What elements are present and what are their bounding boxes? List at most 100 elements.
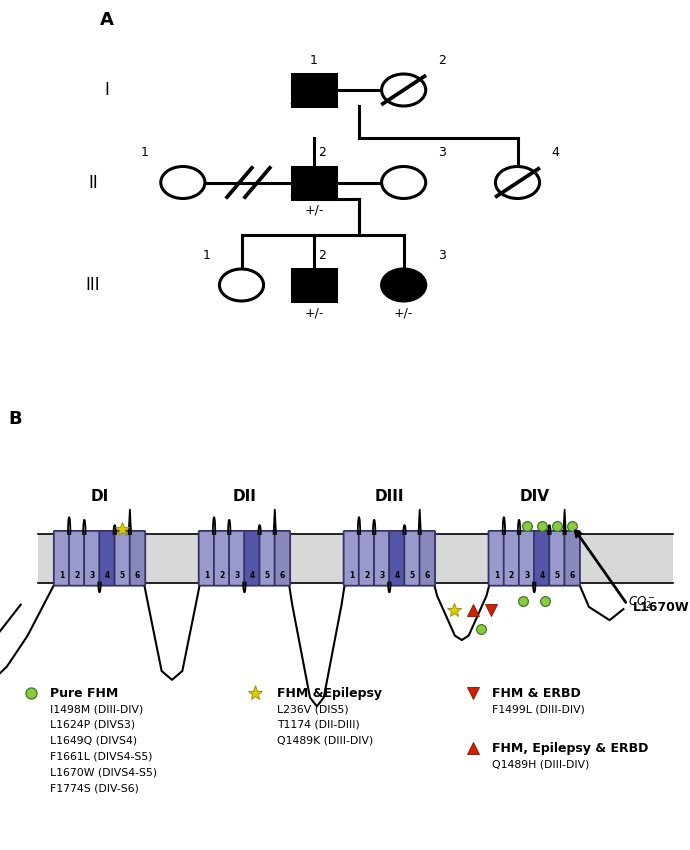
FancyBboxPatch shape [244,531,260,586]
Text: 4: 4 [104,571,110,581]
Text: +/-: +/- [304,306,324,319]
FancyBboxPatch shape [275,531,290,586]
Text: 6: 6 [424,571,430,581]
Text: 2: 2 [318,249,326,262]
FancyBboxPatch shape [54,531,70,586]
Text: T1174 (DII-DIII): T1174 (DII-DIII) [277,720,360,730]
Text: 3: 3 [379,571,384,581]
Circle shape [161,167,205,199]
FancyBboxPatch shape [420,531,435,586]
Text: 4: 4 [249,571,255,581]
Text: L1624P (DIVS3): L1624P (DIVS3) [50,720,135,730]
Text: 1: 1 [59,571,64,581]
Text: I1498M (DIII-DIV): I1498M (DIII-DIV) [50,704,144,714]
FancyBboxPatch shape [259,531,275,586]
Text: $CO_2^-$: $CO_2^-$ [628,594,656,611]
Text: 1: 1 [493,571,499,581]
FancyBboxPatch shape [130,531,146,586]
Text: 3: 3 [437,146,446,160]
Bar [245,534,274,582]
FancyBboxPatch shape [374,531,390,586]
Text: 4: 4 [394,571,400,581]
Text: 5: 5 [410,571,415,581]
Text: L236V (DIS5): L236V (DIS5) [277,704,349,714]
FancyBboxPatch shape [534,531,550,586]
Bar [292,74,336,106]
FancyBboxPatch shape [404,531,420,586]
Text: 5: 5 [265,571,270,581]
Bar [292,269,336,301]
Text: 2: 2 [318,146,326,160]
Text: 2: 2 [509,571,514,581]
Text: DIII: DIII [375,489,404,504]
Text: 1: 1 [203,249,211,262]
FancyBboxPatch shape [69,531,85,586]
Text: DIV: DIV [520,489,549,504]
Text: 2: 2 [74,571,79,581]
Text: 1: 1 [348,571,354,581]
Circle shape [382,74,426,106]
Text: FHM, Epilepsy & ERBD: FHM, Epilepsy & ERBD [492,742,649,755]
Text: 1: 1 [204,571,209,581]
Text: +/-: +/- [304,203,324,217]
Text: 1: 1 [141,146,149,160]
Text: Q1489K (DIII-DIV): Q1489K (DIII-DIV) [277,736,373,745]
Text: L1670W: L1670W [633,601,689,615]
Text: +/-: +/- [394,306,413,319]
Text: 4: 4 [539,571,544,581]
FancyBboxPatch shape [359,531,374,586]
Text: F1499L (DIII-DIV): F1499L (DIII-DIV) [492,704,585,714]
Text: A: A [100,11,114,29]
Text: 5: 5 [120,571,125,581]
Text: I: I [104,81,110,99]
Text: 4: 4 [551,146,560,160]
Text: 3: 3 [234,571,239,581]
Circle shape [382,269,426,301]
Text: 6: 6 [569,571,575,581]
Text: 3: 3 [89,571,95,581]
Text: 2: 2 [437,54,446,67]
Text: III: III [86,276,101,294]
FancyBboxPatch shape [549,531,564,586]
Text: L1649Q (DIVS4): L1649Q (DIVS4) [50,736,137,745]
Text: Pure FHM: Pure FHM [50,687,119,700]
Text: F1661L (DIVS4-S5): F1661L (DIVS4-S5) [50,751,153,762]
FancyBboxPatch shape [214,531,229,586]
Text: 3: 3 [437,249,446,262]
Text: 2: 2 [364,571,369,581]
Text: FHM &Epilepsy: FHM &Epilepsy [277,687,382,700]
Text: 3: 3 [524,571,529,581]
Circle shape [219,269,264,301]
Bar [100,534,130,582]
Text: II: II [88,173,98,191]
Text: DII: DII [233,489,257,504]
Bar [535,534,564,582]
FancyBboxPatch shape [115,531,130,586]
FancyBboxPatch shape [389,531,404,586]
FancyBboxPatch shape [489,531,504,586]
FancyBboxPatch shape [504,531,519,586]
Bar [390,534,420,582]
Text: 2: 2 [219,571,224,581]
FancyBboxPatch shape [99,531,115,586]
Circle shape [495,167,540,199]
Bar [38,534,673,582]
FancyBboxPatch shape [564,531,580,586]
Bar [292,167,336,199]
Text: F1774S (DIV-S6): F1774S (DIV-S6) [50,784,139,794]
FancyBboxPatch shape [519,531,534,586]
FancyBboxPatch shape [229,531,244,586]
Text: 6: 6 [135,571,140,581]
Text: DI: DI [90,489,108,504]
FancyBboxPatch shape [84,531,99,586]
Text: Q1489H (DIII-DIV): Q1489H (DIII-DIV) [492,759,589,769]
Text: 6: 6 [279,571,285,581]
Text: 1: 1 [310,54,318,67]
Text: L1670W (DIVS4-S5): L1670W (DIVS4-S5) [50,768,157,778]
Circle shape [382,167,426,199]
FancyBboxPatch shape [199,531,214,586]
Text: FHM & ERBD: FHM & ERBD [492,687,581,700]
FancyBboxPatch shape [344,531,359,586]
Text: 5: 5 [555,571,560,581]
Text: B: B [8,410,22,428]
